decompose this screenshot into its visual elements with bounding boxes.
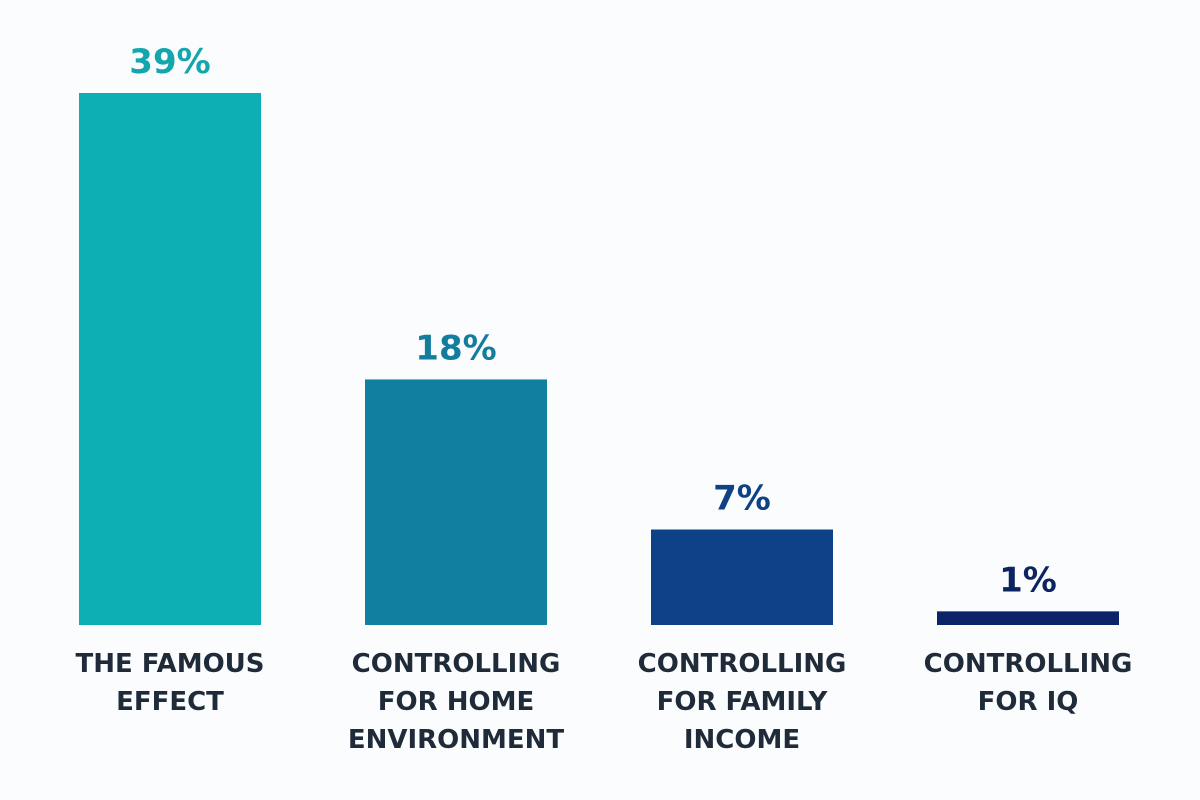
bar-1 xyxy=(79,93,261,625)
value-label-4: 1% xyxy=(999,560,1057,600)
value-label-3: 7% xyxy=(713,479,771,519)
category-label-2: CONTROLLING FOR HOME ENVIRONMENT xyxy=(348,649,565,755)
bar-2 xyxy=(365,379,547,625)
value-label-1: 39% xyxy=(129,42,210,82)
category-label-4: CONTROLLING FOR IQ xyxy=(924,649,1133,717)
category-label-2-line-2: FOR HOME xyxy=(378,687,534,717)
category-label-1: THE FAMOUS EFFECT xyxy=(75,649,264,717)
category-label-3-line-2: FOR FAMILY xyxy=(657,687,829,717)
category-label-3-line-3: INCOME xyxy=(684,725,800,755)
category-label-2-line-3: ENVIRONMENT xyxy=(348,725,565,755)
category-label-2-line-1: CONTROLLING xyxy=(352,649,561,679)
category-label-4-line-2: FOR IQ xyxy=(978,687,1079,717)
value-label-2: 18% xyxy=(415,328,496,368)
category-label-1-line-1: THE FAMOUS xyxy=(75,649,264,679)
bar-4 xyxy=(937,611,1119,625)
category-label-3: CONTROLLING FOR FAMILY INCOME xyxy=(638,649,847,755)
category-label-3-line-1: CONTROLLING xyxy=(638,649,847,679)
category-label-4-line-1: CONTROLLING xyxy=(924,649,1133,679)
bar-3 xyxy=(651,529,833,625)
category-label-1-line-2: EFFECT xyxy=(116,687,224,717)
